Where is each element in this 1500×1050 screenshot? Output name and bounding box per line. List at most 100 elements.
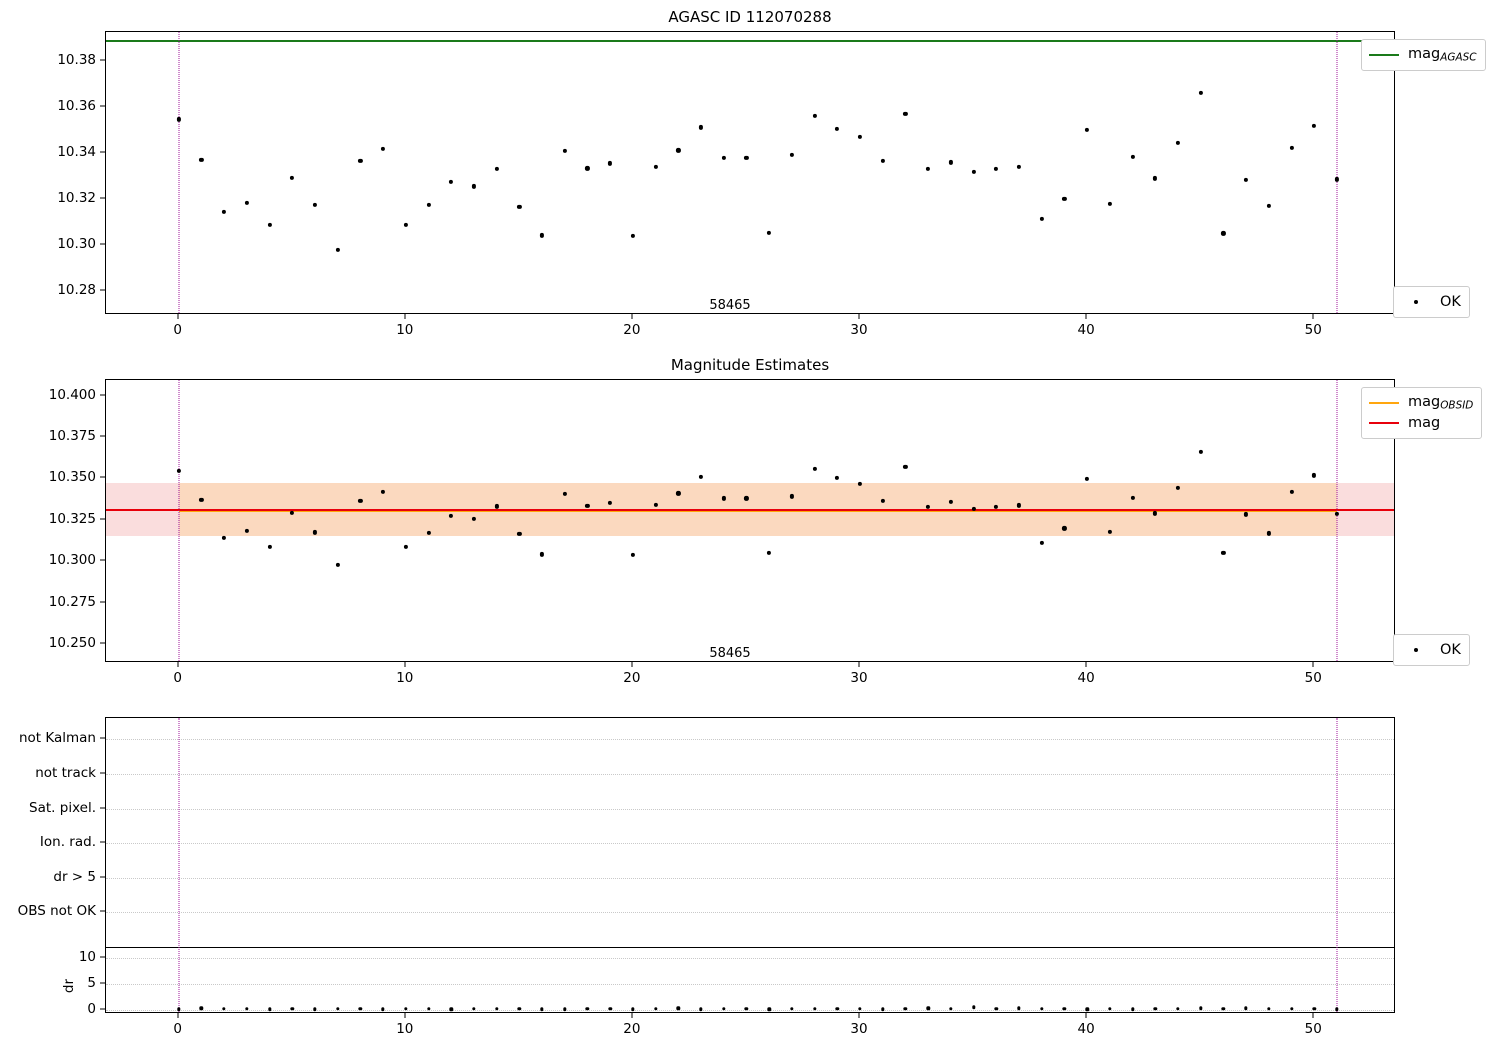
data-point [903,111,908,116]
data-point [653,1006,658,1011]
flag-label-ion-rad: Ion. rad. [39,834,96,851]
data-point [517,1006,522,1011]
data-point [1198,1006,1203,1010]
data-point [290,1007,294,1011]
legend-item-mag-obsid[interactable]: magOBSID [1369,393,1473,413]
data-point [994,1007,998,1011]
y-tick-mark [100,435,105,437]
panel2-obsid-label: 58465 [709,646,751,661]
y-tick-label: 10.28 [57,281,96,298]
data-point [790,1006,794,1011]
data-point [1244,512,1249,517]
legend-item-mag-agasc[interactable]: magAGASC [1369,45,1477,65]
panel1-title: AGASC ID 112070288 [668,8,832,26]
panel-flags-and-dr: not Kalman not track Sat. pixel. Ion. rad. d… [0,700,1500,1050]
data-point [630,233,635,238]
data-point [403,544,408,549]
data-point [948,499,953,505]
data-point [562,148,567,154]
data-point [722,1007,726,1011]
data-point [1312,473,1317,478]
data-point [176,1007,181,1012]
data-point [1085,128,1090,133]
obsid-divider-line [1336,718,1338,1012]
legend-item-ok[interactable]: OK [1401,640,1461,660]
panel1-axes [105,31,1395,314]
y-tick-mark [100,841,105,843]
data-point [1244,177,1249,182]
data-point [449,1007,453,1012]
x-tick-mark [404,1013,406,1018]
data-point [1085,476,1090,481]
legend-item-mag[interactable]: mag [1369,413,1473,433]
data-point [426,202,431,208]
flag-label-dr-5: dr > 5 [53,868,96,885]
panel1-legend-bottom[interactable]: OK [1393,286,1470,318]
y-tick-mark [100,982,105,984]
data-point [1130,155,1135,160]
data-point [540,1007,544,1011]
data-point [1221,1007,1226,1011]
flag-label-sat-pixel: Sat. pixel. [29,799,96,816]
x-tick-mark [631,662,633,667]
data-point [472,1007,476,1011]
data-point [744,496,749,501]
panel1-obsid-label: 58465 [709,298,751,313]
x-tick-mark [858,314,860,319]
data-point [1039,216,1044,221]
legend-item-ok[interactable]: OK [1401,292,1461,312]
y-tick-label: 10.38 [57,51,96,68]
dr-axis-separator-line [106,947,1394,948]
data-point [562,491,567,496]
panel2-title: Magnitude Estimates [670,356,830,374]
gridline [106,843,1394,845]
data-point [858,1006,862,1011]
data-point [1312,123,1317,128]
panel2-legend-bottom[interactable]: OK [1393,634,1470,666]
data-point [494,504,499,509]
x-tick-mark [1312,1013,1314,1018]
gridline [106,808,1394,810]
x-tick-label: 40 [1077,1021,1095,1037]
data-point [880,158,885,164]
data-point [1312,1007,1316,1011]
data-point [1062,526,1067,531]
gridline [106,957,1394,959]
y-tick-label: 10.30 [57,235,96,252]
y-tick-mark [100,772,105,774]
x-tick-mark [404,662,406,667]
data-point [949,1007,953,1011]
data-point [835,1007,839,1011]
x-tick-label: 30 [850,322,868,338]
panel3-axes [105,717,1395,1013]
obsid-divider-line [1336,32,1338,313]
dr-tick-label: 0 [87,1001,96,1017]
legend-label-ok: OK [1440,642,1461,658]
y-tick-mark [100,910,105,912]
panel2-legend-top[interactable]: magOBSID mag [1361,387,1483,439]
data-point [313,1007,317,1011]
data-point [267,1007,272,1012]
y-tick-mark [100,151,105,153]
data-point [653,502,658,508]
panel-magnitude-vs-time: AGASC ID 112070288 10.28 10.30 10.32 10.34 1… [0,0,1500,350]
y-tick-mark [100,105,105,107]
data-point [1130,496,1135,501]
data-point [1175,140,1181,145]
data-point [449,514,454,519]
y-tick-mark [100,559,105,561]
data-point [812,466,817,471]
data-point [176,117,181,122]
data-point [199,497,204,503]
data-point [721,496,726,501]
data-point [449,180,454,185]
panel1-legend-top[interactable]: magAGASC [1361,39,1486,71]
gridline [106,983,1394,985]
data-point [1085,1007,1089,1011]
x-tick-mark [1312,662,1314,667]
line-swatch-icon [1369,422,1399,424]
data-point [812,1007,817,1011]
data-point [789,152,794,157]
dot-swatch-icon [1401,643,1431,657]
data-point [1153,1006,1157,1011]
